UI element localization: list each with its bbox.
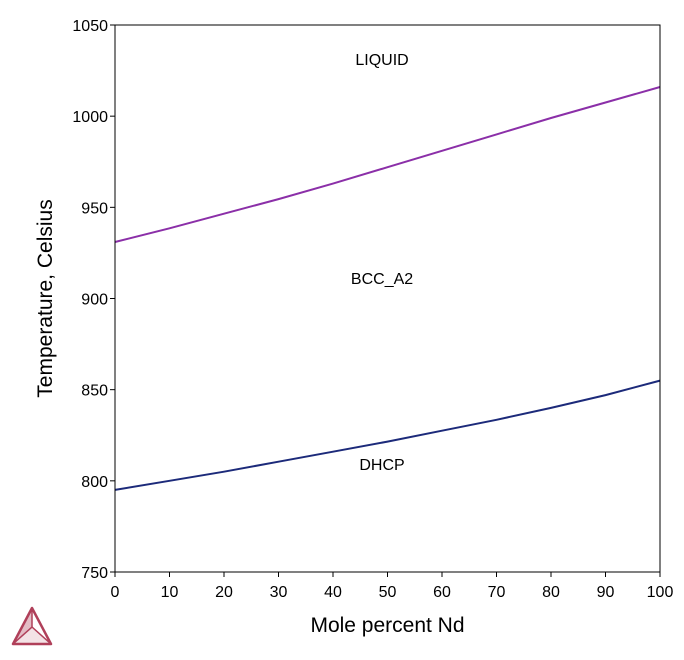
x-tick-label: 10: [161, 584, 179, 601]
x-tick-label: 0: [111, 584, 120, 601]
logo-inner-lines: [31, 626, 52, 645]
plot-frame: [114, 24, 661, 573]
phase-region-label: DHCP: [359, 457, 404, 474]
x-tick-label: 70: [488, 584, 506, 601]
x-tick-label: 30: [270, 584, 288, 601]
y-tick-label: 950: [81, 200, 108, 217]
y-tick-label: 750: [81, 565, 108, 582]
logo-facet: [13, 627, 51, 644]
thermo-calc-logo-icon: [11, 606, 53, 646]
x-tick-label: 40: [324, 584, 342, 601]
y-tick-label: 1050: [72, 18, 108, 35]
phase-region-labels: LIQUID BCC_A2 DHCP: [351, 52, 413, 474]
phase-region-label: BCC_A2: [351, 271, 413, 288]
x-tick-label: 50: [379, 584, 397, 601]
logo-outer-triangle: [11, 606, 53, 646]
x-tick-label: 60: [433, 584, 451, 601]
y-axis-ticks: 750 800 850 900 950 1000 1050: [72, 18, 115, 582]
y-axis-title: Temperature, Celsius: [34, 199, 57, 397]
x-tick-label: 20: [215, 584, 233, 601]
y-tick-label: 900: [81, 292, 108, 309]
phase-region-label: LIQUID: [355, 52, 408, 69]
y-tick-label: 850: [81, 383, 108, 400]
y-tick-label: 800: [81, 474, 108, 491]
x-axis-ticks: 0 10 20 30 40 50 60 70 80 90 100: [111, 572, 674, 601]
x-tick-label: 100: [647, 584, 674, 601]
x-axis-title: Mole percent Nd: [310, 614, 464, 637]
phase-boundary-line-2: [114, 379, 661, 491]
phase-boundary-line-1: [114, 86, 661, 243]
plot-lines: [114, 86, 661, 491]
x-tick-label: 80: [542, 584, 560, 601]
logo-facet: [13, 608, 32, 644]
y-tick-label: 1000: [72, 109, 108, 126]
x-tick-label: 90: [597, 584, 615, 601]
